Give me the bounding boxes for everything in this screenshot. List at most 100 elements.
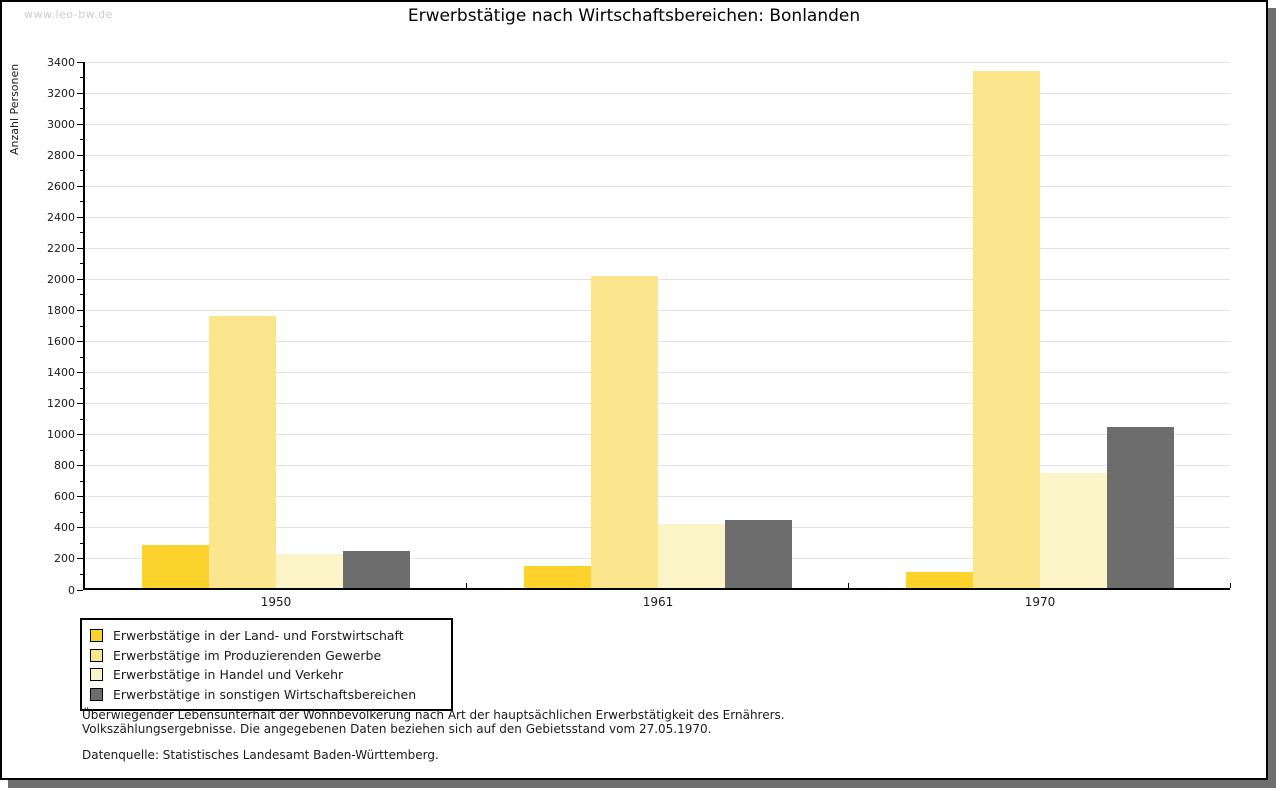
bar-1950-series-3 [276, 553, 343, 588]
legend-label: Erwerbstätige in Handel und Verkehr [113, 667, 344, 683]
legend-label: Erwerbstätige in sonstigen Wirtschaftsbe… [113, 686, 417, 702]
y-tick-label: 2600 [47, 179, 75, 193]
gridline [85, 154, 1230, 156]
bar-1970-series-1 [906, 572, 973, 588]
x-tick [848, 583, 849, 588]
data-source-line: Datenquelle: Statistisches Landesamt Bad… [82, 748, 439, 762]
footnote-line: Überwiegender Lebensunterhalt der Wohnbe… [82, 708, 785, 722]
y-tick-label: 0 [68, 583, 75, 597]
y-tick-major [77, 465, 83, 467]
y-tick-label: 1400 [47, 366, 75, 380]
bar-1950-series-1 [142, 544, 209, 588]
y-tick-label: 2400 [47, 210, 75, 224]
legend-swatch-icon [90, 648, 103, 662]
legend-item-1: Erwerbstätige in der Land- und Forstwirt… [90, 626, 443, 646]
bar-1961-series-1 [524, 566, 591, 588]
y-tick-major [77, 185, 83, 187]
gridline [85, 185, 1230, 187]
x-tick-label-1950: 1950 [260, 595, 292, 609]
bar-1961-series-2 [591, 275, 658, 588]
y-tick-minor [80, 77, 83, 79]
y-tick-major [77, 216, 83, 218]
y-tick-label: 1200 [47, 397, 75, 411]
y-tick-label: 1800 [47, 303, 75, 317]
x-tick-label-1970: 1970 [1024, 595, 1056, 609]
y-tick-minor [80, 356, 83, 358]
bar-1961-series-3 [658, 524, 725, 588]
y-tick-major [77, 92, 83, 94]
y-tick-minor [80, 108, 83, 110]
bar-1970-series-4 [1107, 426, 1174, 588]
y-tick-minor [80, 201, 83, 203]
x-tick-label-1961: 1961 [642, 595, 674, 609]
y-tick-major [77, 247, 83, 249]
y-tick-label: 3200 [47, 86, 75, 100]
y-tick-major [77, 434, 83, 436]
y-tick-major [77, 309, 83, 311]
y-tick-major [77, 558, 83, 560]
y-tick-label: 3400 [47, 55, 75, 69]
bar-1950-series-4 [343, 550, 410, 588]
y-tick-major [77, 589, 83, 591]
y-tick-minor [80, 294, 83, 296]
legend-item-2: Erwerbstätige im Produzierenden Gewerbe [90, 646, 443, 666]
y-tick-major [77, 527, 83, 529]
legend-swatch-icon [90, 629, 103, 643]
y-tick-label: 1000 [47, 428, 75, 442]
gridline [85, 216, 1230, 218]
y-axis-title: Anzahl Personen [8, 63, 21, 155]
bar-1950-series-2 [209, 316, 276, 588]
gridline [85, 247, 1230, 249]
y-tick-minor [80, 449, 83, 451]
y-tick-minor [80, 139, 83, 141]
y-tick-minor [80, 232, 83, 234]
chart-title: Erwerbstätige nach Wirtschaftsbereichen:… [407, 6, 861, 26]
legend-swatch-icon [90, 668, 103, 682]
watermark: www.leo-bw.de [24, 8, 113, 21]
legend-label: Erwerbstätige im Produzierenden Gewerbe [113, 647, 382, 663]
y-tick-label: 400 [54, 521, 75, 535]
y-tick-minor [80, 573, 83, 575]
y-tick-label: 2000 [47, 272, 75, 286]
y-tick-label: 600 [54, 490, 75, 504]
y-tick-label: 3000 [47, 117, 75, 131]
legend: Erwerbstätige in der Land- und Forstwirt… [80, 618, 453, 711]
y-tick-major [77, 61, 83, 63]
y-tick-major [77, 372, 83, 374]
y-tick-major [77, 123, 83, 125]
gridline [85, 92, 1230, 94]
y-tick-major [77, 341, 83, 343]
y-tick-minor [80, 170, 83, 172]
x-tick [1230, 583, 1231, 588]
chart-window: www.leo-bw.de Erwerbstätige nach Wirtsch… [0, 0, 1268, 780]
plot-area: 0 200 400 600 800 1000 1200 1400 1600 1800 2000 220… [47, 56, 1231, 609]
gridline [85, 61, 1230, 63]
y-tick-minor [80, 511, 83, 513]
y-tick-minor [80, 480, 83, 482]
footnotes: Überwiegender Lebensunterhalt der Wohnbe… [82, 708, 785, 763]
x-tick [466, 583, 467, 588]
y-tick-minor [80, 325, 83, 327]
y-tick-minor [80, 418, 83, 420]
bar-1961-series-4 [725, 519, 792, 588]
y-tick-label: 2800 [47, 148, 75, 162]
legend-swatch-icon [90, 687, 103, 701]
gridline [85, 123, 1230, 125]
legend-label: Erwerbstätige in der Land- und Forstwirt… [113, 628, 404, 644]
legend-item-4: Erwerbstätige in sonstigen Wirtschaftsbe… [90, 685, 443, 705]
bar-1970-series-3 [1040, 473, 1107, 588]
y-tick-major [77, 403, 83, 405]
y-tick-label: 200 [54, 552, 75, 566]
y-tick-major [77, 278, 83, 280]
y-tick-minor [80, 387, 83, 389]
y-tick-label: 2200 [47, 241, 75, 255]
bar-1970-series-2 [973, 70, 1040, 588]
y-tick-label: 1600 [47, 335, 75, 349]
y-tick-major [77, 496, 83, 498]
footnote-line: Volkszählungsergebnisse. Die angegebenen… [82, 721, 712, 736]
y-tick-label: 800 [54, 459, 75, 473]
y-tick-major [77, 154, 83, 156]
y-tick-minor [80, 542, 83, 544]
y-tick-minor [80, 263, 83, 265]
legend-item-3: Erwerbstätige in Handel und Verkehr [90, 665, 443, 685]
